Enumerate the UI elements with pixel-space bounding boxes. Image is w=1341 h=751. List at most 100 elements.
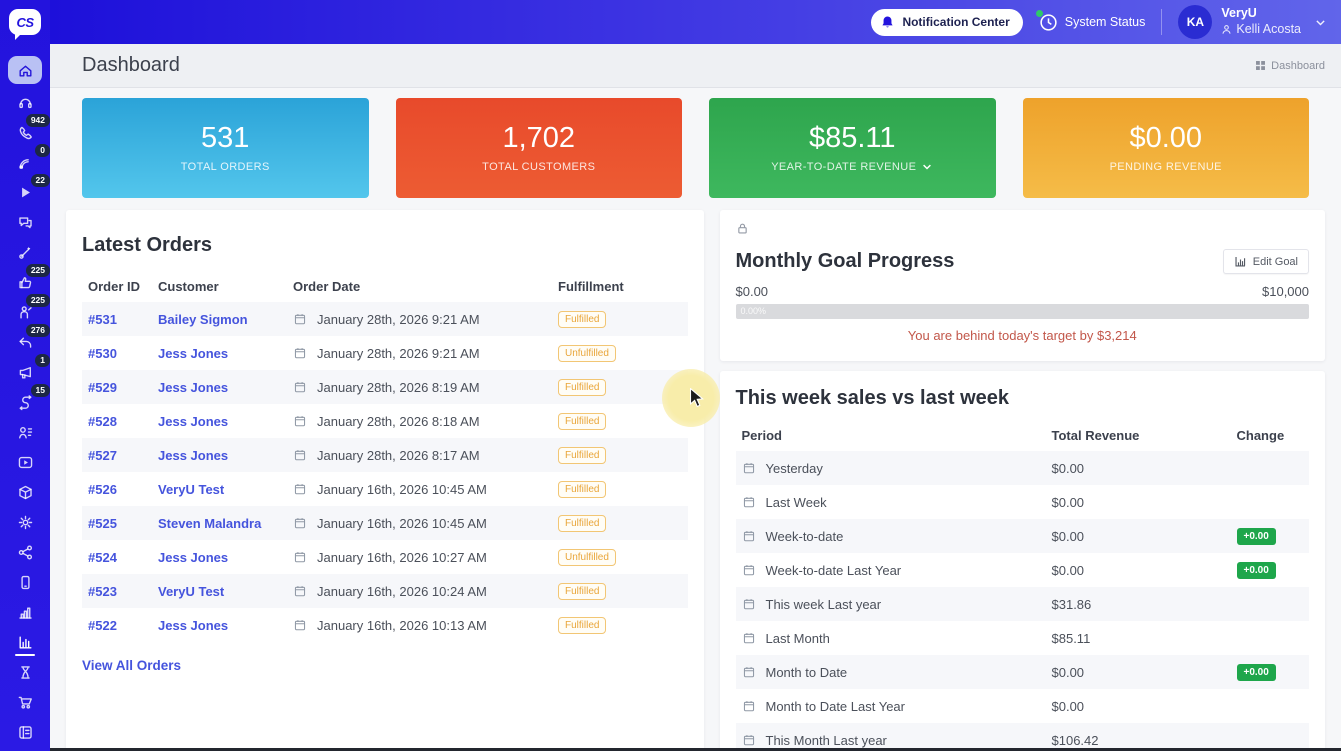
order-date: January 16th, 2026 10:27 AM bbox=[317, 549, 487, 565]
customer-link[interactable]: Steven Malandra bbox=[158, 515, 262, 531]
order-row: #531 Bailey Sigmon January 28th, 2026 9:21… bbox=[82, 302, 688, 336]
order-id-link[interactable]: #531 bbox=[88, 311, 117, 327]
sidebar-item-replies[interactable]: 276 bbox=[8, 324, 50, 354]
customer-link[interactable]: Jess Jones bbox=[158, 617, 229, 633]
logo-text: CS bbox=[16, 14, 34, 30]
order-date: January 16th, 2026 10:24 AM bbox=[317, 583, 487, 599]
sidebar-item-broadcast[interactable]: 0 bbox=[8, 144, 50, 174]
stat-value: 1,702 bbox=[502, 121, 576, 154]
fulfillment-badge: Fulfilled bbox=[558, 583, 607, 601]
sales-row: Week-to-date Last Year $0.00 +0.00 bbox=[736, 553, 1310, 587]
calendar-icon bbox=[293, 584, 307, 598]
period-label: Week-to-date Last Year bbox=[765, 562, 902, 578]
order-date: January 28th, 2026 8:18 AM bbox=[317, 413, 480, 429]
period-label: This Month Last year bbox=[765, 732, 887, 748]
sidebar-item-history-hourglass[interactable] bbox=[8, 660, 42, 684]
sidebar-badge: 0 bbox=[35, 144, 50, 157]
sales-row: This week Last year $31.86 bbox=[735, 587, 1309, 621]
sidebar: CS 942 0 22 225 225 276 1 15 bbox=[0, 0, 50, 751]
sidebar-item-products[interactable] bbox=[8, 480, 42, 504]
sales-row: Week-to-date $0.00 +0.00 bbox=[735, 519, 1309, 553]
headset-icon bbox=[17, 94, 34, 111]
sidebar-item-home[interactable] bbox=[8, 56, 42, 84]
engagement-hand-icon bbox=[17, 274, 34, 291]
calendar-icon bbox=[742, 733, 756, 747]
sidebar-item-contacts[interactable] bbox=[8, 420, 42, 444]
customer-link[interactable]: VeryU Test bbox=[158, 481, 225, 497]
system-status-button[interactable]: System Status bbox=[1035, 9, 1145, 32]
calendar-icon bbox=[293, 312, 307, 326]
sidebar-item-conversations[interactable] bbox=[8, 210, 42, 234]
user-menu[interactable]: KA VeryU Kelli Acosta bbox=[1178, 5, 1327, 39]
goal-progress-label: 0.00% bbox=[740, 306, 767, 316]
chevron-down-icon bbox=[921, 161, 933, 173]
customer-link[interactable]: Jess Jones bbox=[158, 549, 229, 565]
calendar-icon bbox=[293, 448, 307, 462]
monthly-goal-title: Monthly Goal Progress bbox=[735, 250, 955, 272]
stat-card-total-customers: 1,702 TOTAL CUSTOMERS bbox=[395, 98, 682, 198]
sidebar-item-automation[interactable] bbox=[8, 240, 42, 264]
campaigns-play-icon bbox=[17, 184, 34, 201]
sidebar-item-campaigns-play[interactable]: 22 bbox=[8, 174, 50, 204]
app-logo[interactable]: CS bbox=[0, 0, 50, 44]
chart-icon bbox=[1234, 255, 1247, 268]
order-date: January 28th, 2026 9:21 AM bbox=[317, 311, 480, 327]
total-revenue-value: $0.00 bbox=[1051, 528, 1085, 544]
sidebar-item-visitors[interactable]: 225 bbox=[8, 294, 50, 324]
sales-row: Month to Date Last Year $0.00 bbox=[736, 689, 1310, 723]
sidebar-item-cart[interactable] bbox=[8, 690, 42, 714]
broadcast-icon bbox=[17, 154, 34, 171]
customer-link[interactable]: Jess Jones bbox=[158, 447, 229, 463]
sidebar-item-video[interactable] bbox=[8, 450, 42, 474]
total-revenue-value: $0.00 bbox=[1051, 562, 1085, 578]
sidebar-item-mobile[interactable] bbox=[8, 570, 42, 594]
order-date: January 16th, 2026 10:45 AM bbox=[317, 515, 487, 531]
stat-card-pending-revenue: $0.00 PENDING REVENUE bbox=[1022, 98, 1309, 198]
order-id-link[interactable]: #525 bbox=[88, 515, 117, 531]
stat-value: $0.00 bbox=[1129, 121, 1203, 154]
stat-card-year-to-date-revenue[interactable]: $85.11 YEAR-TO-DATE REVENUE bbox=[709, 98, 996, 198]
sales-row: Month to Date $0.00 +0.00 bbox=[735, 655, 1309, 689]
bell-icon bbox=[880, 15, 895, 30]
calendar-icon bbox=[742, 495, 756, 509]
sidebar-item-announcements[interactable]: 1 bbox=[8, 354, 50, 384]
customer-link[interactable]: Jess Jones bbox=[158, 379, 229, 395]
fulfillment-badge: Fulfilled bbox=[558, 447, 607, 465]
edit-goal-label: Edit Goal bbox=[1252, 255, 1298, 268]
order-id-link[interactable]: #526 bbox=[88, 481, 117, 497]
stat-value: 531 bbox=[201, 121, 250, 154]
sidebar-badge: 276 bbox=[25, 324, 50, 337]
fulfillment-badge: Fulfilled bbox=[558, 311, 607, 329]
order-id-link[interactable]: #522 bbox=[88, 617, 117, 633]
calls-icon bbox=[17, 124, 34, 141]
sidebar-item-reports-list[interactable] bbox=[8, 720, 42, 744]
customer-link[interactable]: VeryU Test bbox=[158, 583, 225, 599]
sidebar-badge: 225 bbox=[25, 294, 50, 307]
sidebar-item-headset[interactable] bbox=[8, 90, 42, 114]
order-id-link[interactable]: #530 bbox=[88, 345, 117, 361]
sidebar-item-analytics[interactable] bbox=[8, 630, 42, 656]
order-id-link[interactable]: #529 bbox=[88, 379, 117, 395]
period-label: Week-to-date bbox=[765, 528, 844, 544]
breadcrumb[interactable]: Dashboard bbox=[1255, 60, 1325, 72]
sidebar-item-engagement-hand[interactable]: 225 bbox=[8, 264, 50, 294]
sidebar-item-settings[interactable] bbox=[8, 510, 42, 534]
order-id-link[interactable]: #523 bbox=[88, 583, 117, 599]
customer-link[interactable]: Jess Jones bbox=[158, 345, 229, 361]
calendar-icon bbox=[293, 346, 307, 360]
order-id-link[interactable]: #524 bbox=[88, 549, 117, 565]
notification-center-button[interactable]: Notification Center bbox=[871, 8, 1023, 36]
total-revenue-value: $106.42 bbox=[1051, 732, 1099, 748]
view-all-orders-link[interactable]: View All Orders bbox=[82, 658, 182, 673]
order-row: #529 Jess Jones January 28th, 2026 8:19 AM… bbox=[82, 370, 688, 404]
stat-label: TOTAL CUSTOMERS bbox=[482, 160, 596, 173]
order-id-link[interactable]: #528 bbox=[88, 413, 117, 429]
sidebar-item-integrations-share[interactable] bbox=[8, 540, 42, 564]
order-id-link[interactable]: #527 bbox=[88, 447, 117, 463]
sidebar-item-growth[interactable] bbox=[8, 600, 42, 624]
edit-goal-button[interactable]: Edit Goal bbox=[1222, 249, 1309, 274]
sidebar-item-calls[interactable]: 942 bbox=[8, 114, 50, 144]
customer-link[interactable]: Bailey Sigmon bbox=[158, 311, 248, 327]
customer-link[interactable]: Jess Jones bbox=[158, 413, 229, 429]
sidebar-item-workflows[interactable]: 15 bbox=[8, 384, 50, 414]
